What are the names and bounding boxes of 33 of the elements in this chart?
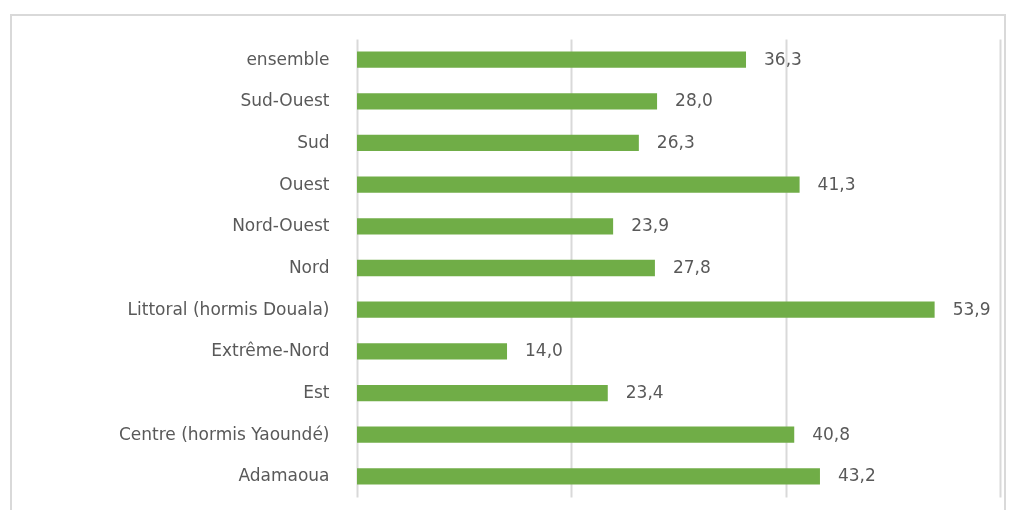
bar	[357, 218, 614, 235]
bar	[357, 51, 747, 68]
data-label: 23,9	[631, 215, 669, 236]
bar	[357, 134, 639, 152]
bar	[357, 384, 608, 402]
data-label: 36,3	[764, 48, 802, 69]
data-label: 43,2	[837, 465, 876, 486]
y-tick-label: Nord-Ouest	[232, 215, 330, 236]
bar	[357, 176, 800, 193]
bar	[357, 343, 508, 360]
data-label: 53,9	[952, 298, 991, 319]
data-label: 14,0	[525, 340, 563, 361]
bar	[357, 93, 658, 110]
data-label: 40,8	[812, 423, 851, 444]
data-label: 41,3	[817, 173, 856, 194]
data-label: 23,4	[625, 382, 664, 403]
y-tick-label: Sud	[297, 131, 330, 152]
y-tick-label: Centre (hormis Yaoundé)	[118, 423, 330, 444]
bar	[357, 301, 935, 318]
y-tick-label: Littoral (hormis Douala)	[127, 298, 330, 319]
y-tick-label: Sud-Ouest	[240, 90, 330, 111]
y-tick-label: ensemble	[246, 48, 330, 69]
data-label: 27,8	[672, 257, 711, 277]
bar	[357, 259, 655, 277]
y-tick-label: Extrême-Nord	[211, 340, 330, 361]
bar	[357, 468, 820, 485]
y-tick-label: Est	[303, 382, 330, 403]
data-label: 28,0	[675, 90, 713, 111]
y-tick-label: Ouest	[279, 173, 330, 194]
bar	[357, 426, 795, 443]
y-tick-label: Adamaoua	[238, 465, 330, 486]
y-tick-label: Nord	[288, 257, 330, 277]
data-label: 26,3	[656, 131, 695, 152]
